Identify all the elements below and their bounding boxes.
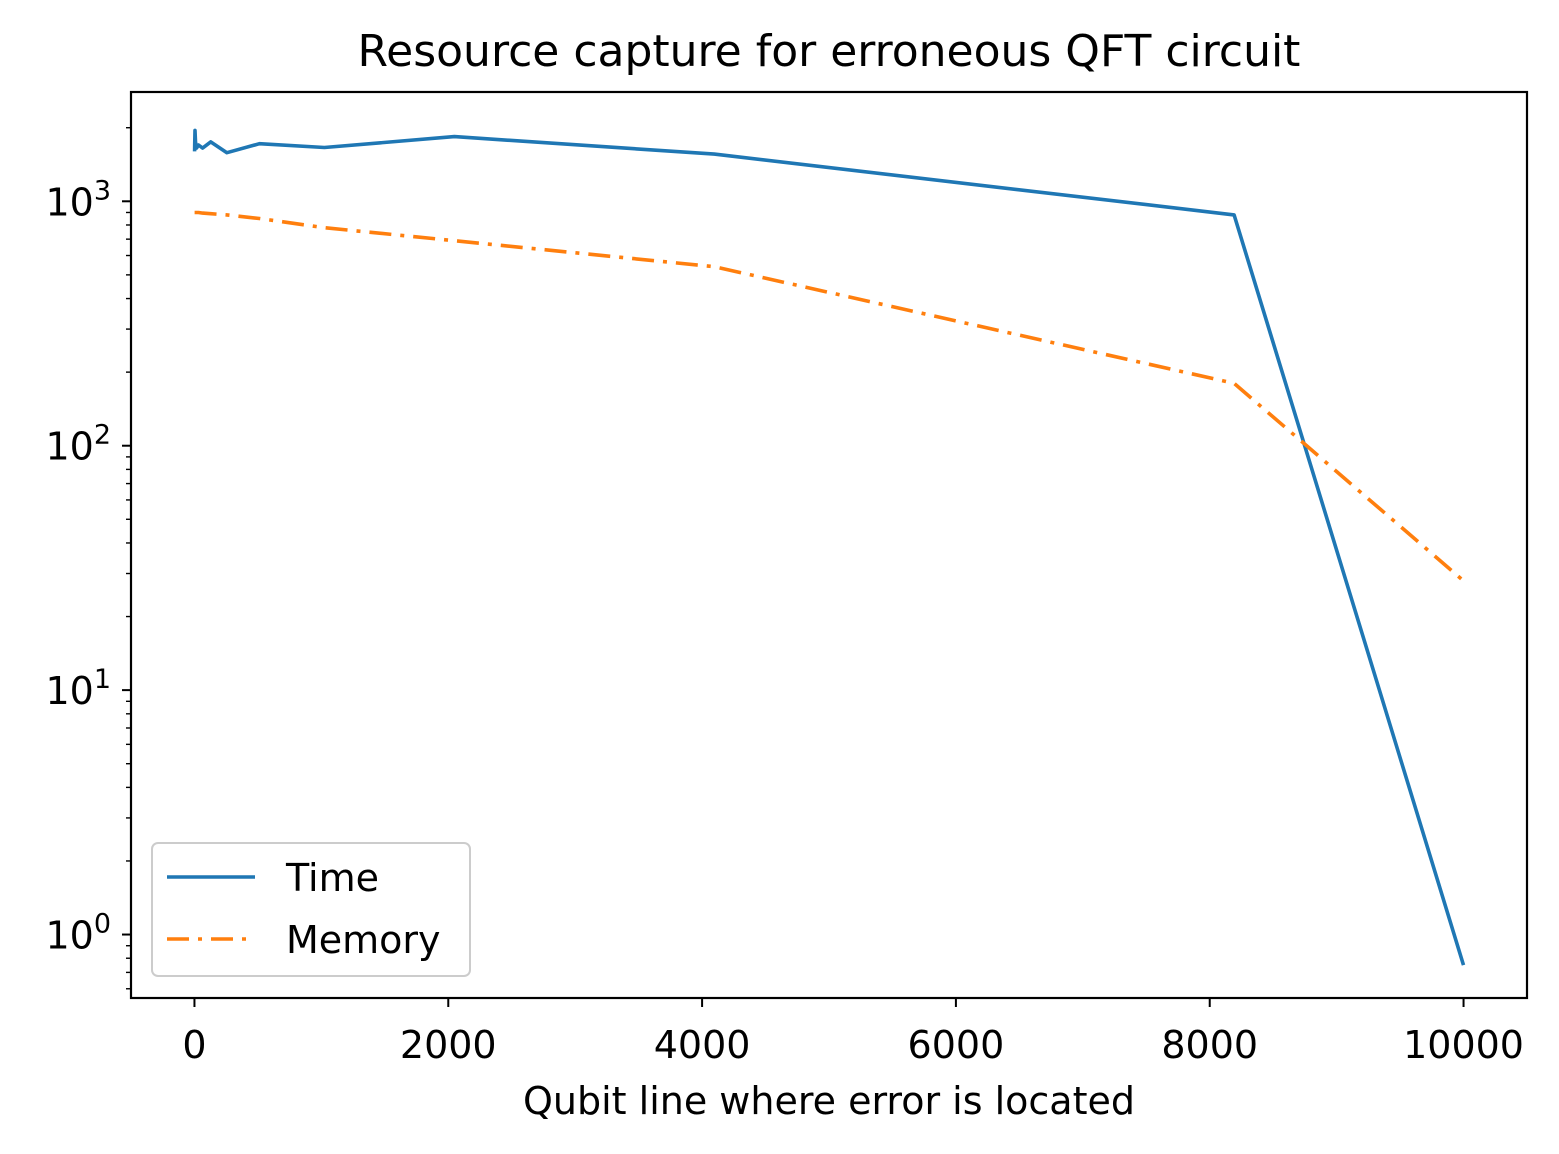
series-layer	[192, 128, 1466, 966]
y-tick-label: 103	[45, 175, 111, 224]
ticks-layer: 0 2000 4000 6000 8000 10000 100 101 102 103	[45, 127, 1524, 1067]
x-tick-label: 10000	[1403, 1023, 1524, 1067]
x-tick-label: 4000	[654, 1023, 751, 1067]
x-tick-label: 6000	[908, 1023, 1005, 1067]
x-tick-label: 8000	[1161, 1023, 1258, 1067]
y-tick-label: 102	[45, 420, 111, 469]
legend: Time Memory	[151, 842, 471, 977]
series-line-time	[192, 128, 1466, 966]
legend-label-memory: Memory	[286, 918, 441, 962]
x-axis-label: Qubit line where error is located	[523, 1079, 1135, 1123]
x-tick-label: 0	[182, 1023, 206, 1067]
chart-title: Resource capture for erroneous QFT circu…	[358, 26, 1301, 77]
x-tick-label: 2000	[400, 1023, 497, 1067]
legend-label-time: Time	[285, 856, 379, 900]
y-tick-label: 101	[45, 664, 111, 713]
series-line-memory	[192, 210, 1465, 583]
y-tick-label: 100	[45, 909, 111, 958]
